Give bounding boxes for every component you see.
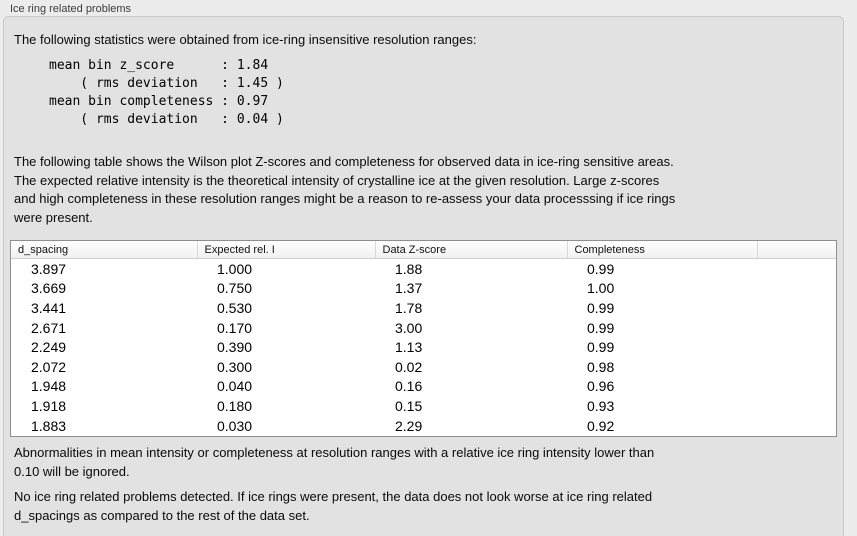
table-cell: 0.98 bbox=[587, 358, 615, 375]
table-row[interactable]: 2.072 0.300 0.02 0.98 bbox=[11, 357, 836, 377]
table-cell: 1.948 bbox=[31, 378, 67, 395]
table-cell: 0.93 bbox=[587, 397, 615, 414]
table-cell: 0.030 bbox=[217, 417, 253, 434]
table-cell-spacer bbox=[757, 357, 836, 377]
table-cell: 2.671 bbox=[31, 319, 67, 336]
ignore-threshold-note: Abnormalities in mean intensity or compl… bbox=[14, 445, 655, 479]
table-cell: 0.15 bbox=[395, 397, 423, 414]
table-cell: 3.897 bbox=[31, 260, 67, 277]
table-cell: 0.390 bbox=[217, 339, 253, 356]
column-header-expected-rel-i[interactable]: Expected rel. I bbox=[196, 241, 375, 259]
table-row[interactable]: 3.669 0.750 1.37 1.00 bbox=[11, 279, 836, 299]
table-cell: 0.99 bbox=[587, 339, 615, 356]
table-cell: 3.441 bbox=[31, 299, 67, 316]
table-cell-spacer bbox=[757, 279, 836, 299]
table-cell: 1.37 bbox=[395, 280, 423, 297]
table-cell: 1.918 bbox=[31, 397, 67, 414]
table-cell: 0.300 bbox=[217, 358, 253, 375]
table-cell: 0.96 bbox=[587, 378, 615, 395]
table-cell: 3.00 bbox=[395, 319, 423, 336]
table-row[interactable]: 2.671 0.170 3.00 0.99 bbox=[11, 318, 836, 338]
table-row[interactable]: 3.441 0.530 1.78 0.99 bbox=[11, 298, 836, 318]
table-cell: 0.92 bbox=[587, 417, 615, 434]
column-header-completeness[interactable]: Completeness bbox=[566, 241, 757, 259]
table-row[interactable]: 1.918 0.180 0.15 0.93 bbox=[11, 396, 836, 416]
intro-statistics-text: The following statistics were obtained f… bbox=[14, 32, 477, 47]
conclusion-text: No ice ring related problems detected. I… bbox=[14, 489, 653, 523]
ice-ring-data-table: d_spacing Expected rel. I Data Z-score C… bbox=[11, 241, 836, 435]
column-header-spacer bbox=[756, 241, 836, 259]
table-cell: 1.88 bbox=[395, 260, 423, 277]
table-header-row: d_spacing Expected rel. I Data Z-score C… bbox=[11, 241, 836, 259]
table-cell: 0.02 bbox=[395, 358, 423, 375]
table-cell: 0.170 bbox=[217, 319, 253, 336]
table-cell: 0.180 bbox=[217, 397, 253, 414]
table-cell: 0.040 bbox=[217, 378, 253, 395]
table-cell: 0.750 bbox=[217, 280, 253, 297]
table-cell: 1.78 bbox=[395, 299, 423, 316]
table-cell: 0.16 bbox=[395, 378, 423, 395]
table-cell: 1.000 bbox=[217, 260, 253, 277]
table-cell-spacer bbox=[757, 337, 836, 357]
table-cell: 0.99 bbox=[587, 319, 615, 336]
table-cell: 2.072 bbox=[31, 358, 67, 375]
table-row[interactable]: 2.249 0.390 1.13 0.99 bbox=[11, 337, 836, 357]
table-row[interactable]: 1.883 0.030 2.29 0.92 bbox=[11, 416, 836, 436]
table-cell-spacer bbox=[757, 298, 836, 318]
table-cell: 3.669 bbox=[31, 280, 67, 297]
table-cell-spacer bbox=[757, 396, 836, 416]
table-row[interactable]: 3.897 1.000 1.88 0.99 bbox=[11, 259, 836, 279]
bin-statistics-block: mean bin z_score : 1.84 ( rms deviation … bbox=[49, 58, 284, 127]
table-cell: 0.530 bbox=[217, 299, 253, 316]
table-cell: 0.99 bbox=[587, 299, 615, 316]
table-cell-spacer bbox=[757, 416, 836, 436]
table-cell-spacer bbox=[757, 377, 836, 397]
ice-ring-table: d_spacing Expected rel. I Data Z-score C… bbox=[10, 240, 837, 437]
table-cell: 2.249 bbox=[31, 339, 67, 356]
table-cell: 2.29 bbox=[395, 417, 423, 434]
table-cell: 1.00 bbox=[587, 280, 615, 297]
table-body: 3.897 1.000 1.88 0.99 3.669 0.750 1.37 1.00 3.44… bbox=[11, 259, 836, 436]
table-cell-spacer bbox=[757, 259, 836, 279]
table-cell: 1.13 bbox=[395, 339, 423, 356]
column-header-d-spacing[interactable]: d_spacing bbox=[11, 241, 197, 259]
table-cell: 0.99 bbox=[587, 260, 615, 277]
table-cell-spacer bbox=[757, 318, 836, 338]
table-row[interactable]: 1.948 0.040 0.16 0.96 bbox=[11, 377, 836, 397]
panel-title: Ice ring related problems bbox=[10, 3, 132, 15]
column-header-data-z-score[interactable]: Data Z-score bbox=[374, 241, 567, 259]
table-description-text: The following table shows the Wilson plo… bbox=[14, 154, 676, 225]
table-cell: 1.883 bbox=[31, 417, 67, 434]
